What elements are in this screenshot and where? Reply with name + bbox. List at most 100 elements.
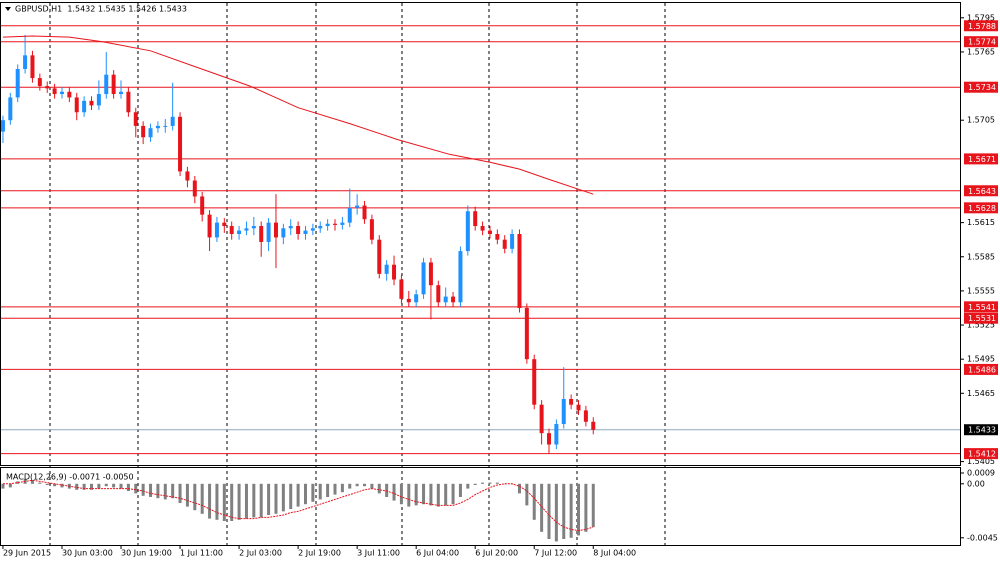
macd-bar: [185, 483, 189, 507]
x-tick-label: 6 Jul 20:00: [475, 549, 518, 558]
macd-bar: [281, 483, 285, 512]
level-label: 1.5628: [968, 204, 996, 213]
candle-body: [451, 296, 456, 303]
candle-body: [251, 226, 256, 229]
candle-body: [155, 125, 160, 129]
macd-bar: [259, 483, 263, 518]
level-label: 1.5774: [968, 38, 996, 47]
macd-frame: [0, 467, 961, 546]
candle-body: [347, 207, 352, 223]
candle-body: [532, 359, 537, 405]
macd-bar: [104, 483, 108, 487]
candle-body: [30, 55, 35, 79]
macd-bar: [311, 483, 315, 502]
candle-body: [325, 223, 330, 227]
x-tick-label: 1 Jul 11:00: [180, 549, 223, 558]
level-label-box: [964, 153, 998, 165]
macd-bar: [385, 483, 389, 497]
candle-body: [244, 228, 249, 231]
macd-bar: [363, 483, 367, 487]
macd-bar: [318, 483, 322, 500]
x-tick-label: 2 Jul 03:00: [239, 549, 282, 558]
candle-body: [310, 228, 315, 231]
macd-bar: [149, 483, 153, 497]
candle-body: [104, 74, 109, 95]
day-separators: [49, 3, 666, 545]
macd-bar: [584, 483, 588, 532]
level-label-box: [964, 312, 998, 324]
x-tick-label: 29 Jun 2015: [3, 549, 51, 558]
level-label-box: [964, 81, 998, 93]
macd-bar: [119, 483, 123, 489]
candle-body: [487, 230, 492, 234]
level-label-box: [964, 185, 998, 197]
level-label: 1.5788: [968, 22, 996, 31]
y-tick-label: 1.5495: [967, 355, 995, 364]
y-tick-label: 1.5765: [967, 47, 995, 56]
candle-body: [554, 424, 559, 445]
main-frame: [0, 2, 961, 466]
candle-body: [333, 223, 338, 225]
candle-body: [237, 230, 242, 234]
menu-icon[interactable]: [5, 7, 11, 11]
candle-body: [510, 234, 515, 249]
candle-body: [524, 307, 529, 360]
macd-bar: [296, 483, 300, 507]
current-price-box: [964, 424, 998, 436]
x-tick-label: 3 Jul 11:00: [357, 549, 400, 558]
macd-bar: [340, 483, 344, 493]
macd-bar: [333, 483, 337, 495]
candle-body: [15, 69, 20, 98]
macd-bar: [517, 483, 521, 494]
candle-body: [119, 91, 124, 95]
candle-body: [355, 205, 360, 208]
y-tick-label: 1.5405: [967, 457, 995, 466]
macd-bar: [473, 483, 477, 485]
candle-body: [8, 97, 13, 121]
candle-body: [539, 404, 544, 434]
candle-body: [281, 228, 286, 238]
macd-bar: [60, 483, 64, 488]
candle-body: [583, 410, 588, 422]
macd-bar: [171, 483, 175, 499]
macd-bar: [141, 483, 145, 496]
macd-bar: [355, 483, 359, 487]
candle-body: [362, 205, 367, 220]
macd-bar: [134, 483, 138, 494]
x-tick-label: 7 Jul 12:00: [534, 549, 577, 558]
macd-bar: [156, 483, 160, 499]
candle-body: [266, 222, 271, 242]
candle-body: [170, 116, 175, 126]
macd-bar: [97, 483, 101, 489]
candle-body: [443, 296, 448, 303]
candle-body: [67, 91, 72, 98]
macd-bar: [547, 483, 551, 539]
macd-bar: [429, 483, 433, 506]
candle-body: [37, 78, 42, 87]
candle-body: [126, 91, 131, 113]
macd-bar: [244, 483, 248, 519]
level-label: 1.5541: [968, 303, 996, 312]
macd-bar: [569, 483, 573, 538]
chart-title: GBPUSD,H1 1.5432 1.5435 1.5426 1.5433: [15, 5, 187, 14]
candle-body: [111, 74, 116, 95]
candle-body: [141, 125, 146, 138]
macd-bar: [481, 482, 485, 484]
candle-body: [517, 234, 522, 308]
macd-bar: [237, 483, 241, 520]
macd-bar: [75, 483, 79, 490]
level-label-box: [964, 20, 998, 32]
level-label-box: [964, 202, 998, 214]
candle-body: [23, 55, 28, 69]
level-label: 1.5412: [968, 450, 996, 459]
x-tick-label: 8 Jul 04:00: [593, 549, 636, 558]
candle-body: [214, 222, 219, 238]
candle-body: [192, 180, 197, 197]
macd-bar: [38, 482, 42, 484]
macd-bar: [562, 483, 566, 539]
candle-body: [59, 91, 64, 95]
candle-body: [436, 285, 441, 303]
macd-bar: [163, 483, 167, 500]
